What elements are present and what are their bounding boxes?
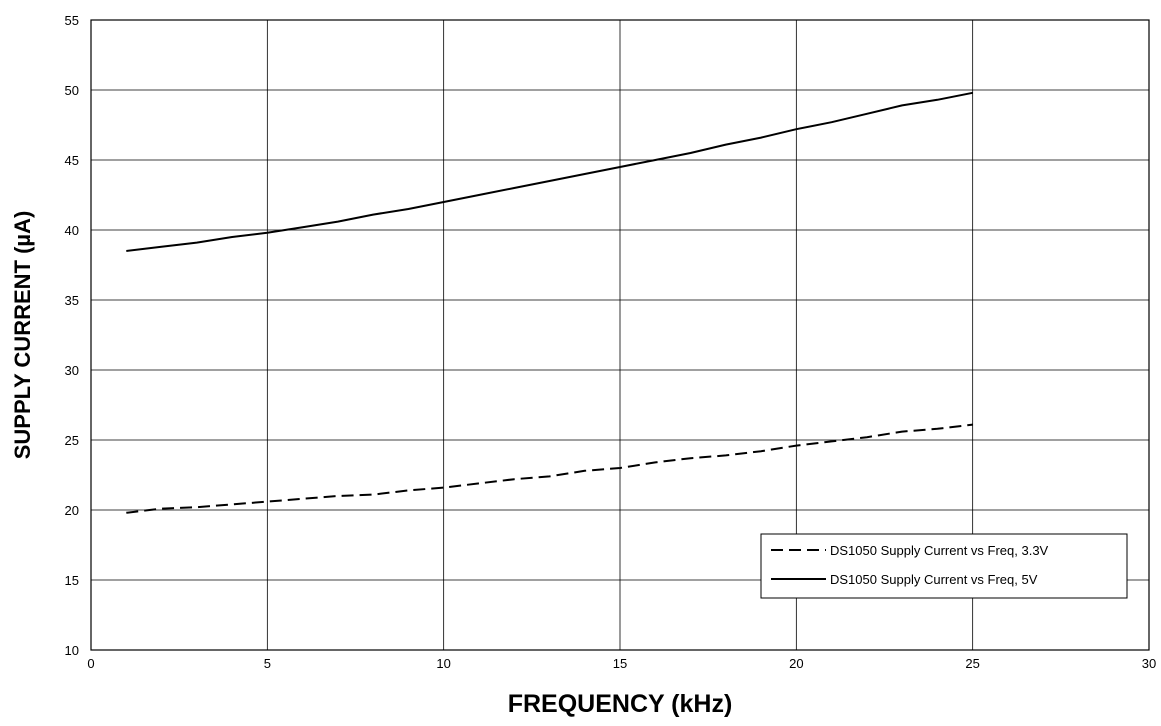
y-tick-label: 45 [65, 153, 79, 168]
y-tick-label: 20 [65, 503, 79, 518]
x-tick-label: 20 [789, 656, 803, 671]
y-axis-title: SUPPLY CURRENT (µA) [10, 211, 35, 460]
x-tick-label: 15 [613, 656, 627, 671]
legend-label-3v3: DS1050 Supply Current vs Freq, 3.3V [830, 543, 1049, 558]
x-tick-label: 25 [965, 656, 979, 671]
x-tick-label: 30 [1142, 656, 1156, 671]
x-tick-label: 0 [87, 656, 94, 671]
legend: DS1050 Supply Current vs Freq, 3.3V DS10… [760, 533, 1128, 599]
y-tick-label: 55 [65, 13, 79, 28]
x-tick-label: 10 [436, 656, 450, 671]
legend-box [760, 533, 1128, 599]
y-tick-label: 50 [65, 83, 79, 98]
y-tick-label: 25 [65, 433, 79, 448]
y-tick-labels: 10 15 20 25 30 35 40 45 50 55 [65, 13, 79, 658]
y-tick-label: 15 [65, 573, 79, 588]
x-axis-title: FREQUENCY (kHz) [508, 690, 733, 718]
y-tick-label: 40 [65, 223, 79, 238]
legend-label-5v: DS1050 Supply Current vs Freq, 5V [830, 572, 1038, 587]
grid-lines [91, 20, 1149, 650]
y-tick-label: 35 [65, 293, 79, 308]
x-tick-labels: 0 5 10 15 20 25 30 [87, 656, 1156, 671]
plot-border [90, 19, 1150, 651]
y-tick-label: 30 [65, 363, 79, 378]
y-tick-label: 10 [65, 643, 79, 658]
series-line-0 [126, 423, 973, 514]
x-tick-label: 5 [264, 656, 271, 671]
series-line-1 [126, 91, 973, 252]
series-lines [126, 91, 973, 514]
